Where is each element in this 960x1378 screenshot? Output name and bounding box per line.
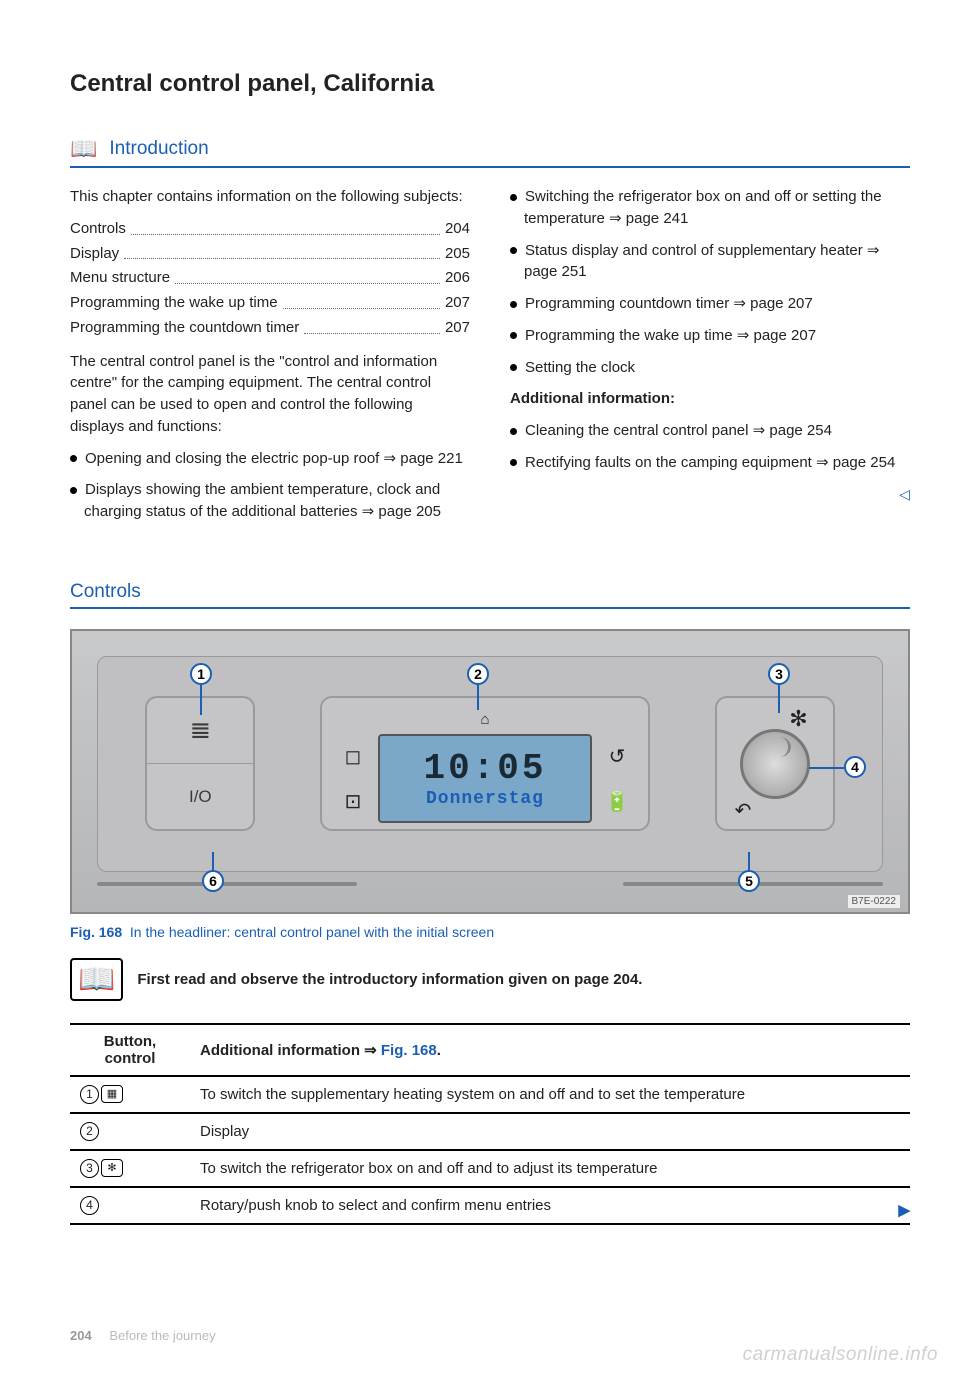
button-cell: 3✻ xyxy=(70,1150,190,1187)
controls-heading: Controls xyxy=(70,581,910,609)
right-col: Switching the refrigerator box on and of… xyxy=(510,186,910,533)
toc-page: 204 xyxy=(445,218,470,240)
right-side-icons: ↺🔋 xyxy=(592,734,642,823)
table-row: 2 Display xyxy=(70,1113,910,1150)
table-row: 3✻To switch the refrigerator box on and … xyxy=(70,1150,910,1187)
toc-page: 206 xyxy=(445,267,470,289)
desc-cell: Display xyxy=(190,1113,910,1150)
fig-label: Fig. 168 xyxy=(70,924,122,940)
left-col: This chapter contains information on the… xyxy=(70,186,470,533)
circled-number-icon: 4 xyxy=(80,1196,99,1215)
page-footer: 204 Before the journey xyxy=(70,1328,216,1343)
intro-paragraph: The central control panel is the "contro… xyxy=(70,351,470,438)
toc-label: Menu structure xyxy=(70,267,170,289)
toc-page: 207 xyxy=(445,292,470,314)
page-title: Central control panel, California xyxy=(70,70,910,98)
toc-page: 207 xyxy=(445,317,470,339)
additional-bullets: Cleaning the central control panel ⇒ pag… xyxy=(510,420,910,474)
left-side-icons: ◻⊡ xyxy=(328,734,378,823)
callout-6: 6 xyxy=(202,870,224,892)
callout-5: 5 xyxy=(738,870,760,892)
circled-number-icon: 2 xyxy=(80,1122,99,1141)
return-icon: ↶ xyxy=(735,798,752,823)
intro-heading-text: Introduction xyxy=(109,138,208,160)
toc-label: Programming the wake up time xyxy=(70,292,278,314)
toc-page: 205 xyxy=(445,243,470,265)
desc-cell: Rotary/push knob to select and confirm m… xyxy=(190,1187,910,1224)
controls-table: Button, control Additional information ⇒… xyxy=(70,1023,910,1225)
knob-module: ✻ ↶ xyxy=(715,696,835,831)
observe-note: 📖 First read and observe the introductor… xyxy=(70,958,910,1001)
intro-columns: This chapter contains information on the… xyxy=(70,186,910,533)
triangle-marker-icon: ◁ xyxy=(899,484,910,504)
button-cell: 1▦ xyxy=(70,1076,190,1113)
table-row: 1▦To switch the supplementary heating sy… xyxy=(70,1076,910,1113)
callout-2: 2 xyxy=(467,663,489,685)
circled-number-icon: 3 xyxy=(80,1159,99,1178)
roof-icon: ⌂ xyxy=(328,704,642,734)
button-cell: 4 xyxy=(70,1187,190,1224)
toc-row: Menu structure 206 xyxy=(70,267,470,289)
bullet-item: Switching the refrigerator box on and of… xyxy=(510,186,910,230)
right-bullets: Switching the refrigerator box on and of… xyxy=(510,186,910,378)
controls-heading-text: Controls xyxy=(70,581,141,603)
toc-label: Controls xyxy=(70,218,126,240)
figure-caption: Fig. 168 In the headliner: central contr… xyxy=(70,924,910,940)
callout-4: 4 xyxy=(844,756,866,778)
intro-heading: 📖 Introduction xyxy=(70,136,910,168)
bullet-item: Status display and control of supplement… xyxy=(510,240,910,284)
additional-info-heading: Additional information: xyxy=(510,388,910,410)
toc-label: Display xyxy=(70,243,119,265)
bullet-item: Programming the wake up time ⇒ page 207 xyxy=(510,325,910,347)
book-icon: 📖 xyxy=(70,136,97,162)
th-info: Additional information ⇒ Fig. 168. xyxy=(190,1024,910,1076)
intro-lead: This chapter contains information on the… xyxy=(70,186,470,208)
snowflake-icon: ✻ xyxy=(789,706,807,732)
clock-day: Donnerstag xyxy=(426,789,544,809)
toc: Controls 204 Display 205 Menu structure 206 Pr… xyxy=(70,218,470,339)
bullet-item: Rectifying faults on the camping equipme… xyxy=(510,452,910,474)
bullet-item: Cleaning the central control panel ⇒ pag… xyxy=(510,420,910,442)
io-label: I/O xyxy=(147,764,253,829)
toc-row: Controls 204 xyxy=(70,218,470,240)
image-code: B7E-0222 xyxy=(848,895,900,908)
table-row: 4 Rotary/push knob to select and confirm … xyxy=(70,1187,910,1224)
lcd-screen: 10:05 Donnerstag xyxy=(378,734,592,823)
toc-row: Programming the countdown timer 207 xyxy=(70,317,470,339)
toc-row: Programming the wake up time 207 xyxy=(70,292,470,314)
book-open-icon: 📖 xyxy=(70,958,123,1001)
bullet-item: Programming countdown timer ⇒ page 207 xyxy=(510,293,910,315)
continue-arrow-icon: ▶ xyxy=(898,1201,910,1219)
bullet-item: Displays showing the ambient temperature… xyxy=(70,479,470,523)
headliner-panel: 𝌆 I/O ⌂ ◻⊡ 10:05 Donnerstag ↺🔋 ✻ ↶ xyxy=(97,656,883,872)
fig-ref: Fig. 168 xyxy=(381,1042,437,1059)
callout-1: 1 xyxy=(190,663,212,685)
clock-time: 10:05 xyxy=(423,748,546,789)
desc-cell: To switch the supplementary heating syst… xyxy=(190,1076,910,1113)
callout-3: 3 xyxy=(768,663,790,685)
figure-168: 𝌆 I/O ⌂ ◻⊡ 10:05 Donnerstag ↺🔋 ✻ ↶ 1 2 3… xyxy=(70,629,910,914)
heater-switch-module: 𝌆 I/O xyxy=(145,696,255,831)
display-module: ⌂ ◻⊡ 10:05 Donnerstag ↺🔋 xyxy=(320,696,650,831)
left-bullets: Opening and closing the electric pop-up … xyxy=(70,448,470,523)
fig-text: In the headliner: central control panel … xyxy=(130,924,494,940)
bullet-item: Setting the clock xyxy=(510,357,910,379)
footer-section: Before the journey xyxy=(109,1328,215,1343)
circled-number-icon: 1 xyxy=(80,1085,99,1104)
page-number: 204 xyxy=(70,1328,92,1343)
rotary-knob xyxy=(740,729,810,799)
toc-row: Display 205 xyxy=(70,243,470,265)
observe-text: First read and observe the introductory … xyxy=(137,971,642,988)
button-cell: 2 xyxy=(70,1113,190,1150)
square-button-icon: ✻ xyxy=(101,1159,123,1177)
bullet-item: Opening and closing the electric pop-up … xyxy=(70,448,470,470)
th-button: Button, control xyxy=(70,1024,190,1076)
watermark: carmanualsonline.info xyxy=(743,1344,938,1366)
desc-cell: To switch the refrigerator box on and of… xyxy=(190,1150,910,1187)
toc-label: Programming the countdown timer xyxy=(70,317,299,339)
square-button-icon: ▦ xyxy=(101,1085,123,1103)
